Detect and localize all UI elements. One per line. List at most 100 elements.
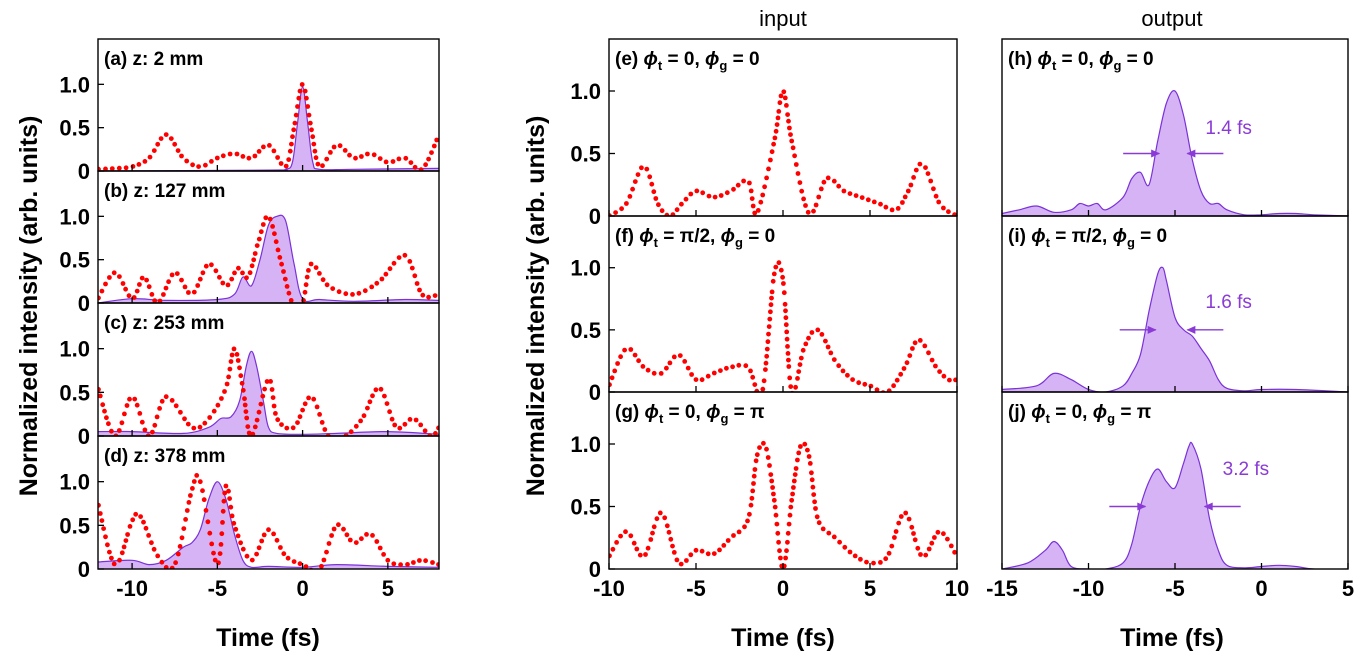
dotted-point bbox=[203, 162, 208, 168]
dotted-point bbox=[648, 537, 654, 542]
dotted-point bbox=[383, 271, 389, 277]
dotted-point bbox=[374, 280, 380, 286]
label-subscript: t bbox=[1052, 58, 1057, 73]
dotted-point bbox=[284, 425, 290, 431]
dotted-point bbox=[302, 289, 308, 295]
dotted-point bbox=[670, 212, 676, 216]
label-text: = 0 bbox=[743, 226, 775, 247]
dotted-point bbox=[753, 458, 759, 464]
dotted-point bbox=[152, 422, 158, 428]
dotted-point bbox=[925, 171, 931, 177]
dotted-point bbox=[865, 197, 871, 203]
dotted-point bbox=[275, 247, 281, 253]
dotted-point bbox=[260, 393, 266, 399]
label-prefix: (f) bbox=[615, 226, 639, 247]
dotted-point bbox=[328, 150, 333, 155]
dotted-point bbox=[186, 500, 192, 505]
dotted-point bbox=[929, 540, 935, 546]
dotted-point bbox=[724, 365, 729, 371]
dotted-point bbox=[771, 271, 777, 277]
dotted-point bbox=[422, 428, 428, 434]
dotted-point bbox=[336, 522, 341, 528]
dotted-point bbox=[107, 275, 112, 280]
dotted-point bbox=[297, 88, 303, 94]
dotted-point bbox=[343, 433, 349, 436]
dotted-point bbox=[811, 492, 817, 497]
dotted-point bbox=[803, 341, 809, 347]
dotted-point bbox=[295, 104, 300, 109]
x-tick-label: -5 bbox=[208, 576, 228, 601]
fwhm-annotation: 1.4 fs bbox=[1205, 118, 1251, 139]
dotted-point bbox=[172, 141, 178, 147]
label-subscript: g bbox=[720, 411, 728, 426]
label-text: = 0, bbox=[663, 402, 706, 423]
dotted-point bbox=[825, 344, 831, 350]
dotted-point bbox=[251, 257, 257, 263]
dotted-point bbox=[109, 555, 114, 561]
dotted-point bbox=[941, 531, 946, 537]
dotted-point bbox=[267, 143, 272, 148]
dotted-point bbox=[278, 161, 284, 166]
dotted-point bbox=[859, 195, 865, 201]
dotted-point bbox=[845, 372, 850, 378]
dotted-point bbox=[618, 354, 623, 360]
dotted-point bbox=[322, 427, 328, 432]
y-tick-label: 1.0 bbox=[59, 204, 90, 229]
dotted-point bbox=[163, 565, 169, 569]
dotted-point bbox=[321, 557, 327, 563]
dotted-point bbox=[895, 206, 901, 211]
dotted-point bbox=[242, 402, 248, 408]
dotted-point bbox=[886, 388, 892, 392]
dotted-point bbox=[647, 174, 653, 180]
dotted-point bbox=[183, 517, 189, 522]
dotted-point bbox=[664, 212, 670, 216]
dotted-point bbox=[789, 497, 795, 503]
dotted-point bbox=[369, 284, 375, 290]
dotted-point bbox=[353, 423, 359, 429]
dotted-point bbox=[764, 175, 769, 181]
dotted-point bbox=[645, 545, 651, 551]
dotted-point bbox=[169, 272, 175, 278]
label-subscript: g bbox=[1107, 411, 1115, 426]
dotted-point bbox=[774, 122, 780, 127]
dotted-point bbox=[256, 409, 262, 415]
dotted-point bbox=[634, 546, 640, 552]
dotted-point bbox=[249, 557, 255, 563]
panel-series bbox=[98, 473, 439, 569]
dotted-point bbox=[347, 152, 352, 158]
dotted-point bbox=[228, 359, 234, 364]
area-outline bbox=[98, 481, 439, 569]
dotted-point bbox=[402, 421, 408, 427]
dotted-point bbox=[926, 546, 932, 552]
y-tick-label: 0.5 bbox=[570, 142, 601, 167]
fwhm-arrowhead-left bbox=[1137, 502, 1147, 511]
dotted-point bbox=[618, 533, 623, 539]
dotted-point bbox=[630, 186, 635, 192]
panel-2-2: 3.2 fs(j) ϕt = 0, ϕg = π-15 -10 -5 0 5 bbox=[986, 391, 1354, 601]
dotted-point bbox=[786, 521, 792, 527]
dotted-point bbox=[364, 532, 369, 537]
dotted-point bbox=[270, 224, 275, 229]
dotted-point bbox=[736, 529, 742, 535]
dotted-point bbox=[777, 100, 783, 106]
dotted-point bbox=[909, 524, 915, 530]
dotted-point bbox=[306, 112, 312, 118]
dotted-point bbox=[258, 401, 264, 407]
dotted-point bbox=[764, 353, 770, 359]
dotted-point bbox=[324, 282, 330, 288]
y-tick-label: 0.5 bbox=[59, 513, 90, 538]
dotted-point bbox=[184, 158, 190, 164]
dotted-point bbox=[671, 354, 677, 360]
dotted-point bbox=[694, 188, 700, 194]
label-symbol: ϕ bbox=[1099, 49, 1113, 70]
area-fill bbox=[1002, 90, 1348, 216]
y-tick-label: 0.5 bbox=[570, 318, 601, 343]
dotted-point bbox=[324, 549, 329, 555]
dotted-point bbox=[158, 136, 164, 142]
dotted-point bbox=[252, 424, 258, 430]
area-outline bbox=[98, 214, 439, 303]
dotted-point bbox=[433, 431, 438, 436]
dotted-point bbox=[317, 271, 322, 276]
dotted-point bbox=[278, 545, 283, 550]
dotted-point bbox=[651, 370, 657, 376]
